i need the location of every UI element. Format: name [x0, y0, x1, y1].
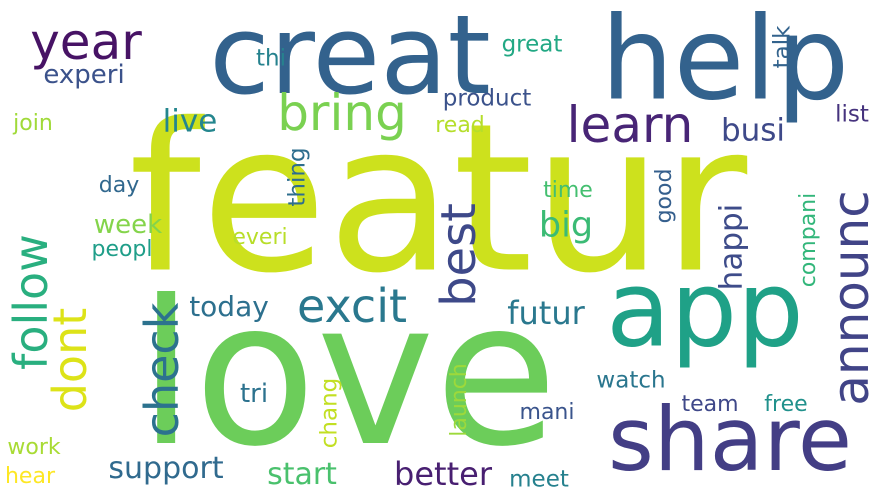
word-support: support [108, 451, 224, 486]
word-launch: launch [447, 363, 472, 437]
word-excit: excit [296, 279, 408, 333]
word-everi: everi [232, 225, 288, 250]
word-work: work [7, 435, 61, 460]
word-product: product [442, 85, 532, 112]
word-app: app [606, 248, 804, 371]
word-peopl: peopl [91, 237, 153, 262]
word-read: read [435, 113, 485, 138]
word-big: big [538, 205, 594, 246]
word-mani: mani [519, 400, 575, 425]
word-creat: creat [209, 0, 491, 119]
word-week: week [93, 210, 163, 240]
word-join: join [13, 111, 53, 136]
word-watch: watch [596, 367, 666, 394]
word-love: love [138, 258, 558, 491]
word-busi: busi [720, 112, 786, 149]
word-chang: chang [316, 377, 343, 449]
word-day: day [98, 173, 140, 198]
word-thi: thi [256, 45, 286, 72]
word-share: share [608, 388, 852, 491]
word-year: year [30, 13, 142, 71]
word-great: great [501, 31, 563, 58]
word-happi: happi [713, 203, 750, 291]
word-dont: dont [43, 307, 97, 413]
word-today: today [189, 290, 269, 323]
word-start: start [267, 457, 337, 492]
word-time: time [543, 178, 593, 203]
word-best: best [431, 203, 487, 307]
word-thing: thing [284, 147, 311, 207]
word-team: team [681, 392, 739, 417]
word-announc: announc [822, 190, 880, 406]
word-compani: compani [796, 192, 821, 288]
word-meet: meet [509, 466, 569, 493]
word-good: good [652, 168, 677, 224]
word-list: list [835, 101, 869, 128]
word-free: free [764, 392, 808, 417]
word-bring: bring [277, 84, 407, 142]
word-help: help [600, 0, 850, 127]
word-futur: futur [507, 294, 585, 332]
word-learn: learn [566, 96, 694, 154]
word-hear: hear [4, 464, 56, 489]
word-check: check [135, 302, 189, 438]
word-featur: featur [128, 80, 748, 319]
word-live: live [162, 103, 218, 140]
word-experi: experi [43, 60, 125, 90]
word-tri: tri [239, 379, 269, 409]
word-better: better [394, 455, 492, 493]
word-talk: talk [769, 25, 796, 69]
